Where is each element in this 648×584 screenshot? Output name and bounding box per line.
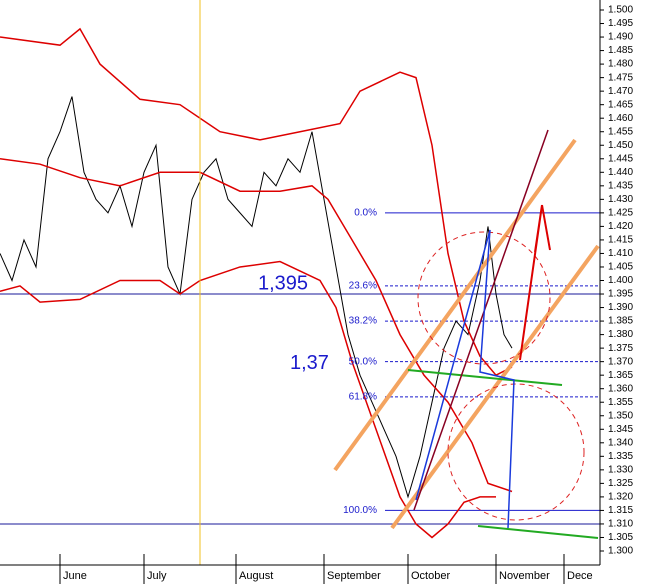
y-tick-label: 1.330 xyxy=(608,464,633,475)
y-tick-label: 1.340 xyxy=(608,437,633,448)
band-line xyxy=(0,27,513,377)
circle xyxy=(447,383,585,521)
price-line xyxy=(0,96,513,499)
y-tick-label: 1.425 xyxy=(608,208,633,219)
x-tick-label: October xyxy=(411,570,450,582)
y-tick-label: 1.435 xyxy=(608,180,633,191)
arrow xyxy=(541,204,551,251)
annotation: 1,37 xyxy=(290,352,329,374)
plot xyxy=(0,27,600,539)
y-tick-label: 1.450 xyxy=(608,140,633,151)
y-tick-label: 1.480 xyxy=(608,59,633,70)
y-tick-label: 1.465 xyxy=(608,99,633,110)
y-tick-label: 1.455 xyxy=(608,126,633,137)
y-tick-label: 1.335 xyxy=(608,451,633,462)
x-tick-label: September xyxy=(327,570,381,582)
fib-label: 61.8% xyxy=(349,391,377,402)
trend-line xyxy=(413,129,549,511)
y-tick-label: 1.485 xyxy=(608,45,633,56)
y-tick-label: 1.375 xyxy=(608,343,633,354)
y-tick-label: 1.355 xyxy=(608,397,633,408)
y-tick-label: 1.300 xyxy=(608,546,633,557)
y-tick-label: 1.495 xyxy=(608,18,633,29)
y-tick-label: 1.385 xyxy=(608,316,633,327)
y-tick-label: 1.420 xyxy=(608,221,633,232)
y-tick-label: 1.370 xyxy=(608,356,633,367)
y-tick-label: 1.345 xyxy=(608,424,633,435)
wave xyxy=(415,229,515,529)
y-tick-label: 1.430 xyxy=(608,194,633,205)
y-tick-label: 1.445 xyxy=(608,153,633,164)
y-tick-label: 1.320 xyxy=(608,492,633,503)
y-tick-label: 1.475 xyxy=(608,72,633,83)
y-tick-label: 1.325 xyxy=(608,478,633,489)
trend-line xyxy=(407,369,563,386)
annotation: 1,395 xyxy=(258,272,308,294)
y-tick-label: 1.405 xyxy=(608,262,633,273)
x-tick-label: Dece xyxy=(567,570,593,582)
fib-label: 38.2% xyxy=(349,316,377,327)
y-tick-label: 1.460 xyxy=(608,113,633,124)
x-tick-label: July xyxy=(147,570,167,582)
fib-label: 0.0% xyxy=(354,208,377,219)
y-tick-label: 1.415 xyxy=(608,235,633,246)
y-tick-label: 1.310 xyxy=(608,519,633,530)
y-tick-label: 1.315 xyxy=(608,505,633,516)
x-tick-label: August xyxy=(239,570,273,582)
y-tick-label: 1.380 xyxy=(608,329,633,340)
y-tick-label: 1.305 xyxy=(608,532,633,543)
circle xyxy=(417,231,551,365)
x-tick-label: November xyxy=(499,570,550,582)
trend-line xyxy=(477,525,599,539)
fib-label: 23.6% xyxy=(349,281,377,292)
y-tick-label: 1.365 xyxy=(608,370,633,381)
y-tick-label: 1.360 xyxy=(608,383,633,394)
y-tick-label: 1.500 xyxy=(608,5,633,16)
y-tick-label: 1.410 xyxy=(608,248,633,259)
y-tick-label: 1.395 xyxy=(608,289,633,300)
x-tick-label: June xyxy=(63,570,87,582)
fib-label: 100.0% xyxy=(343,505,377,516)
trend-channel xyxy=(333,138,577,472)
fib-label: 50.0% xyxy=(349,356,377,367)
y-tick-label: 1.400 xyxy=(608,275,633,286)
y-tick-label: 1.470 xyxy=(608,86,633,97)
y-tick-label: 1.440 xyxy=(608,167,633,178)
y-tick-label: 1.490 xyxy=(608,32,633,43)
band-line xyxy=(0,158,513,493)
y-tick-label: 1.350 xyxy=(608,410,633,421)
band-line xyxy=(0,260,496,539)
y-tick-label: 1.390 xyxy=(608,302,633,313)
